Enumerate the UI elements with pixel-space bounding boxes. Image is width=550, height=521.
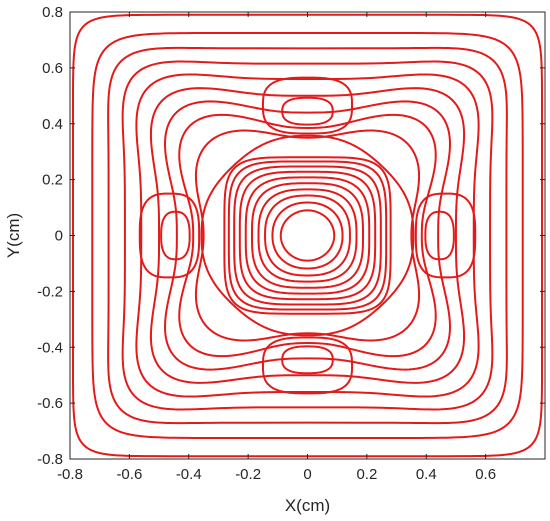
y-tick-label: 0.2 xyxy=(42,172,63,189)
contour-line xyxy=(200,134,415,337)
x-tick-label: 0.6 xyxy=(475,466,496,483)
contour-line xyxy=(257,188,358,283)
contour-line xyxy=(160,210,191,261)
contour-line xyxy=(107,46,508,425)
x-tick-label: -0.8 xyxy=(57,466,83,483)
x-tick-label: 0.4 xyxy=(416,466,437,483)
contour-line xyxy=(281,96,334,126)
contour-line xyxy=(71,13,544,458)
contour-line xyxy=(281,345,334,375)
contour-line xyxy=(271,201,344,270)
contour-line xyxy=(227,160,388,311)
y-tick-label: 0.8 xyxy=(42,4,63,21)
x-axis-label: X(cm) xyxy=(285,496,330,515)
contour-line xyxy=(121,60,494,411)
y-tick-label: -0.6 xyxy=(37,395,63,412)
y-tick-label: 0.4 xyxy=(42,116,63,133)
contour-line xyxy=(261,336,354,395)
contour-line xyxy=(233,165,382,306)
contour-line xyxy=(424,210,455,261)
contour-line xyxy=(264,194,351,277)
x-tick-label: -0.4 xyxy=(176,466,202,483)
contour-line xyxy=(164,100,451,371)
contour-line xyxy=(178,113,437,358)
y-axis-label: Y(cm) xyxy=(4,213,23,258)
x-tick-label: -0.6 xyxy=(116,466,142,483)
x-tick-label: 0.2 xyxy=(356,466,377,483)
y-tick-label: -0.8 xyxy=(37,451,63,468)
contour-lines xyxy=(71,13,544,458)
contour-line xyxy=(149,87,466,384)
contour-line xyxy=(279,209,336,262)
contour-line xyxy=(244,176,371,295)
contour-line xyxy=(250,182,365,289)
y-tick-label: -0.4 xyxy=(37,339,63,356)
contour-line xyxy=(414,192,477,279)
contour-line xyxy=(261,76,354,135)
contour-line xyxy=(223,156,392,315)
x-tick-label: 0 xyxy=(303,466,311,483)
contour-line xyxy=(91,31,524,440)
axis-ticks: -0.8 -0.6 -0.4 -0.2 0 0.2 0.4 0.6 0.8 0.6 0.4 0.2 0 -… xyxy=(37,4,545,483)
y-tick-label: 0 xyxy=(55,228,63,245)
contour-line xyxy=(238,170,377,301)
y-tick-label: 0.6 xyxy=(42,60,63,77)
contour-line xyxy=(194,129,421,342)
contour-line xyxy=(135,73,480,398)
y-tick-label: -0.2 xyxy=(37,283,63,300)
x-tick-label: -0.2 xyxy=(235,466,261,483)
